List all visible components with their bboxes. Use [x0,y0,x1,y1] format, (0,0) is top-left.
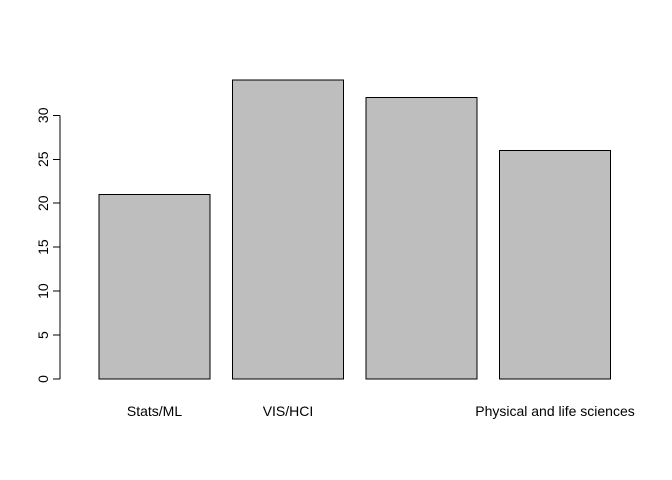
x-category-label: Physical and life sciences [475,403,635,419]
y-tick-label: 0 [35,375,51,383]
x-axis-labels: Stats/ML VIS/HCI Physical and life science… [127,403,635,419]
y-tick-label: 5 [35,331,51,339]
bar [98,193,211,380]
y-tick-label: 10 [35,283,51,299]
bar [365,97,478,380]
bar [232,79,344,380]
x-category-label: VIS/HCI [263,403,314,419]
x-category-label: Stats/ML [127,403,182,419]
y-tick-label: 15 [35,239,51,255]
y-tick-label: 25 [35,151,51,167]
y-tick-label: 20 [35,195,51,211]
bars [98,79,611,380]
y-axis: 0 5 10 15 20 25 30 [35,107,61,383]
y-tick-label: 30 [35,107,51,123]
bar [499,149,611,380]
